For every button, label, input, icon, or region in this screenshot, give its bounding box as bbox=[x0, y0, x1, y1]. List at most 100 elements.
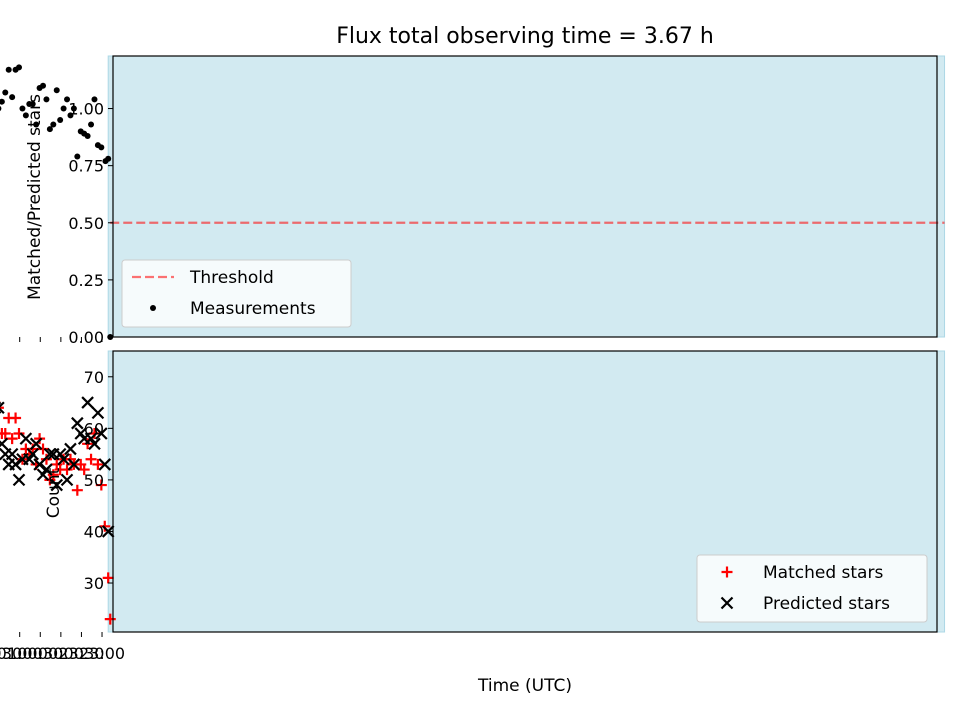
measurement-point bbox=[102, 158, 109, 165]
ratio-axes: 0.00 0.25 0.50 0.75 1.00 bbox=[19, 55, 938, 347]
legend-threshold-label: Threshold bbox=[189, 268, 274, 288]
predicted-star-point bbox=[71, 416, 84, 430]
matched-star-point bbox=[99, 520, 111, 532]
measurement-point bbox=[36, 84, 43, 91]
legend-predicted-swatch bbox=[720, 596, 734, 610]
y-tick-label: 50 bbox=[84, 471, 104, 490]
matched-star-point bbox=[95, 479, 107, 491]
predicted-star-point bbox=[81, 396, 94, 409]
predicted-star-point bbox=[2, 458, 15, 471]
legend-matched-label: Matched stars bbox=[763, 563, 883, 583]
measurement-point bbox=[46, 126, 53, 133]
measurement-point bbox=[53, 87, 60, 94]
matched-star-point bbox=[20, 443, 32, 455]
matched-star-point bbox=[34, 433, 46, 445]
legend-matched-swatch bbox=[721, 566, 733, 578]
predicted-star-point bbox=[60, 473, 74, 487]
measurement-point bbox=[5, 66, 12, 73]
ratio-legend: Threshold Measurements bbox=[121, 259, 352, 328]
axes-frame bbox=[112, 55, 938, 338]
measurement-point bbox=[94, 142, 101, 149]
measurement-point bbox=[77, 128, 84, 135]
measurement-point bbox=[19, 105, 26, 112]
legend-box bbox=[121, 259, 352, 328]
count-panel: Matched stars Predicted stars 30 40 50 60 70 2… bbox=[0, 350, 946, 696]
axes-frame bbox=[112, 350, 938, 633]
predicted-star-point bbox=[16, 452, 29, 466]
predicted-star-point bbox=[0, 437, 9, 451]
y-tick-label: 0.50 bbox=[68, 214, 104, 233]
count-y-axis-label: Count bbox=[44, 467, 64, 518]
predicted-star-point bbox=[98, 458, 112, 471]
x-tick-label: 02:00 bbox=[0, 644, 2, 663]
y-tick-label: 0.00 bbox=[68, 328, 104, 347]
y-tick-label: 1.00 bbox=[68, 100, 104, 119]
measurement-point bbox=[0, 98, 5, 105]
matched-star-point bbox=[6, 433, 18, 445]
matched-star-point bbox=[13, 427, 25, 439]
measurement-point bbox=[12, 66, 19, 73]
measurement-point bbox=[74, 153, 81, 160]
measurement-point bbox=[88, 121, 95, 128]
predicted-star-point bbox=[64, 442, 77, 456]
predicted-star-point bbox=[91, 406, 105, 420]
matched-star-point bbox=[37, 443, 49, 455]
matched-star-point bbox=[40, 453, 52, 465]
legend-measurements-swatch bbox=[150, 305, 156, 311]
measurement-point bbox=[2, 89, 9, 96]
ratio-y-axis-label: Matched/Predicted stars bbox=[25, 94, 45, 300]
measurement-point bbox=[22, 112, 29, 119]
x-axis-label: Time (UTC) bbox=[477, 676, 572, 696]
measurement-point bbox=[43, 96, 50, 103]
matched-star-point bbox=[104, 613, 116, 625]
predicted-star-point bbox=[36, 468, 50, 482]
matched-star-point bbox=[82, 438, 94, 450]
y-tick-label: 0.75 bbox=[68, 157, 104, 176]
predicted-star-point bbox=[43, 447, 57, 461]
measurement-point bbox=[70, 105, 77, 112]
matched-star-point bbox=[0, 406, 4, 409]
predicted-star-point bbox=[50, 478, 64, 492]
matched-star-point bbox=[3, 412, 15, 424]
legend-box bbox=[696, 554, 928, 623]
matched-star-point bbox=[102, 572, 114, 584]
predicted-star-point bbox=[95, 427, 108, 440]
count-axes: 30 40 50 60 70 23:0023:3000:0000:3001:0001:30… bbox=[0, 350, 938, 663]
predicted-stars-points bbox=[0, 396, 115, 538]
chart-title: Flux total observing time = 3.67 h bbox=[336, 24, 714, 49]
matched-star-point bbox=[44, 474, 56, 486]
y-tick-label: 0.25 bbox=[68, 271, 104, 290]
predicted-star-point bbox=[33, 458, 46, 471]
matched-star-point bbox=[92, 458, 104, 470]
legend-measurements-label: Measurements bbox=[190, 299, 316, 319]
x-tick-label: 01:30 bbox=[0, 644, 22, 663]
y-tick-label: 30 bbox=[84, 574, 104, 593]
predicted-star-point bbox=[0, 401, 5, 414]
legend-predicted-label: Predicted stars bbox=[763, 594, 890, 614]
measurement-point bbox=[67, 112, 74, 119]
y-tick-label: 70 bbox=[84, 368, 104, 387]
x-tick-label: 01:00 bbox=[0, 644, 43, 663]
predicted-star-point bbox=[19, 432, 33, 445]
measurement-point bbox=[33, 121, 40, 128]
predicted-star-point bbox=[0, 447, 12, 461]
matched-star-point bbox=[71, 484, 83, 496]
matched-star-point bbox=[0, 427, 8, 439]
measurement-point bbox=[9, 94, 16, 101]
matched-star-point bbox=[88, 427, 100, 439]
measurement-point bbox=[26, 100, 33, 107]
matched-star-point bbox=[51, 458, 63, 470]
predicted-star-point bbox=[29, 437, 43, 451]
x-tick-label: 23:30 bbox=[58, 644, 104, 663]
measurement-point bbox=[50, 121, 57, 128]
predicted-star-point bbox=[74, 427, 88, 440]
y-tick-label: 60 bbox=[84, 419, 104, 438]
measurement-point bbox=[60, 105, 67, 112]
y-tick-label: 40 bbox=[84, 522, 104, 541]
predicted-star-point bbox=[47, 447, 60, 461]
count-legend: Matched stars Predicted stars bbox=[696, 554, 928, 623]
predicted-star-point bbox=[12, 473, 26, 487]
matched-star-point bbox=[85, 453, 97, 465]
measurement-point bbox=[57, 116, 64, 123]
predicted-star-point bbox=[67, 458, 81, 471]
